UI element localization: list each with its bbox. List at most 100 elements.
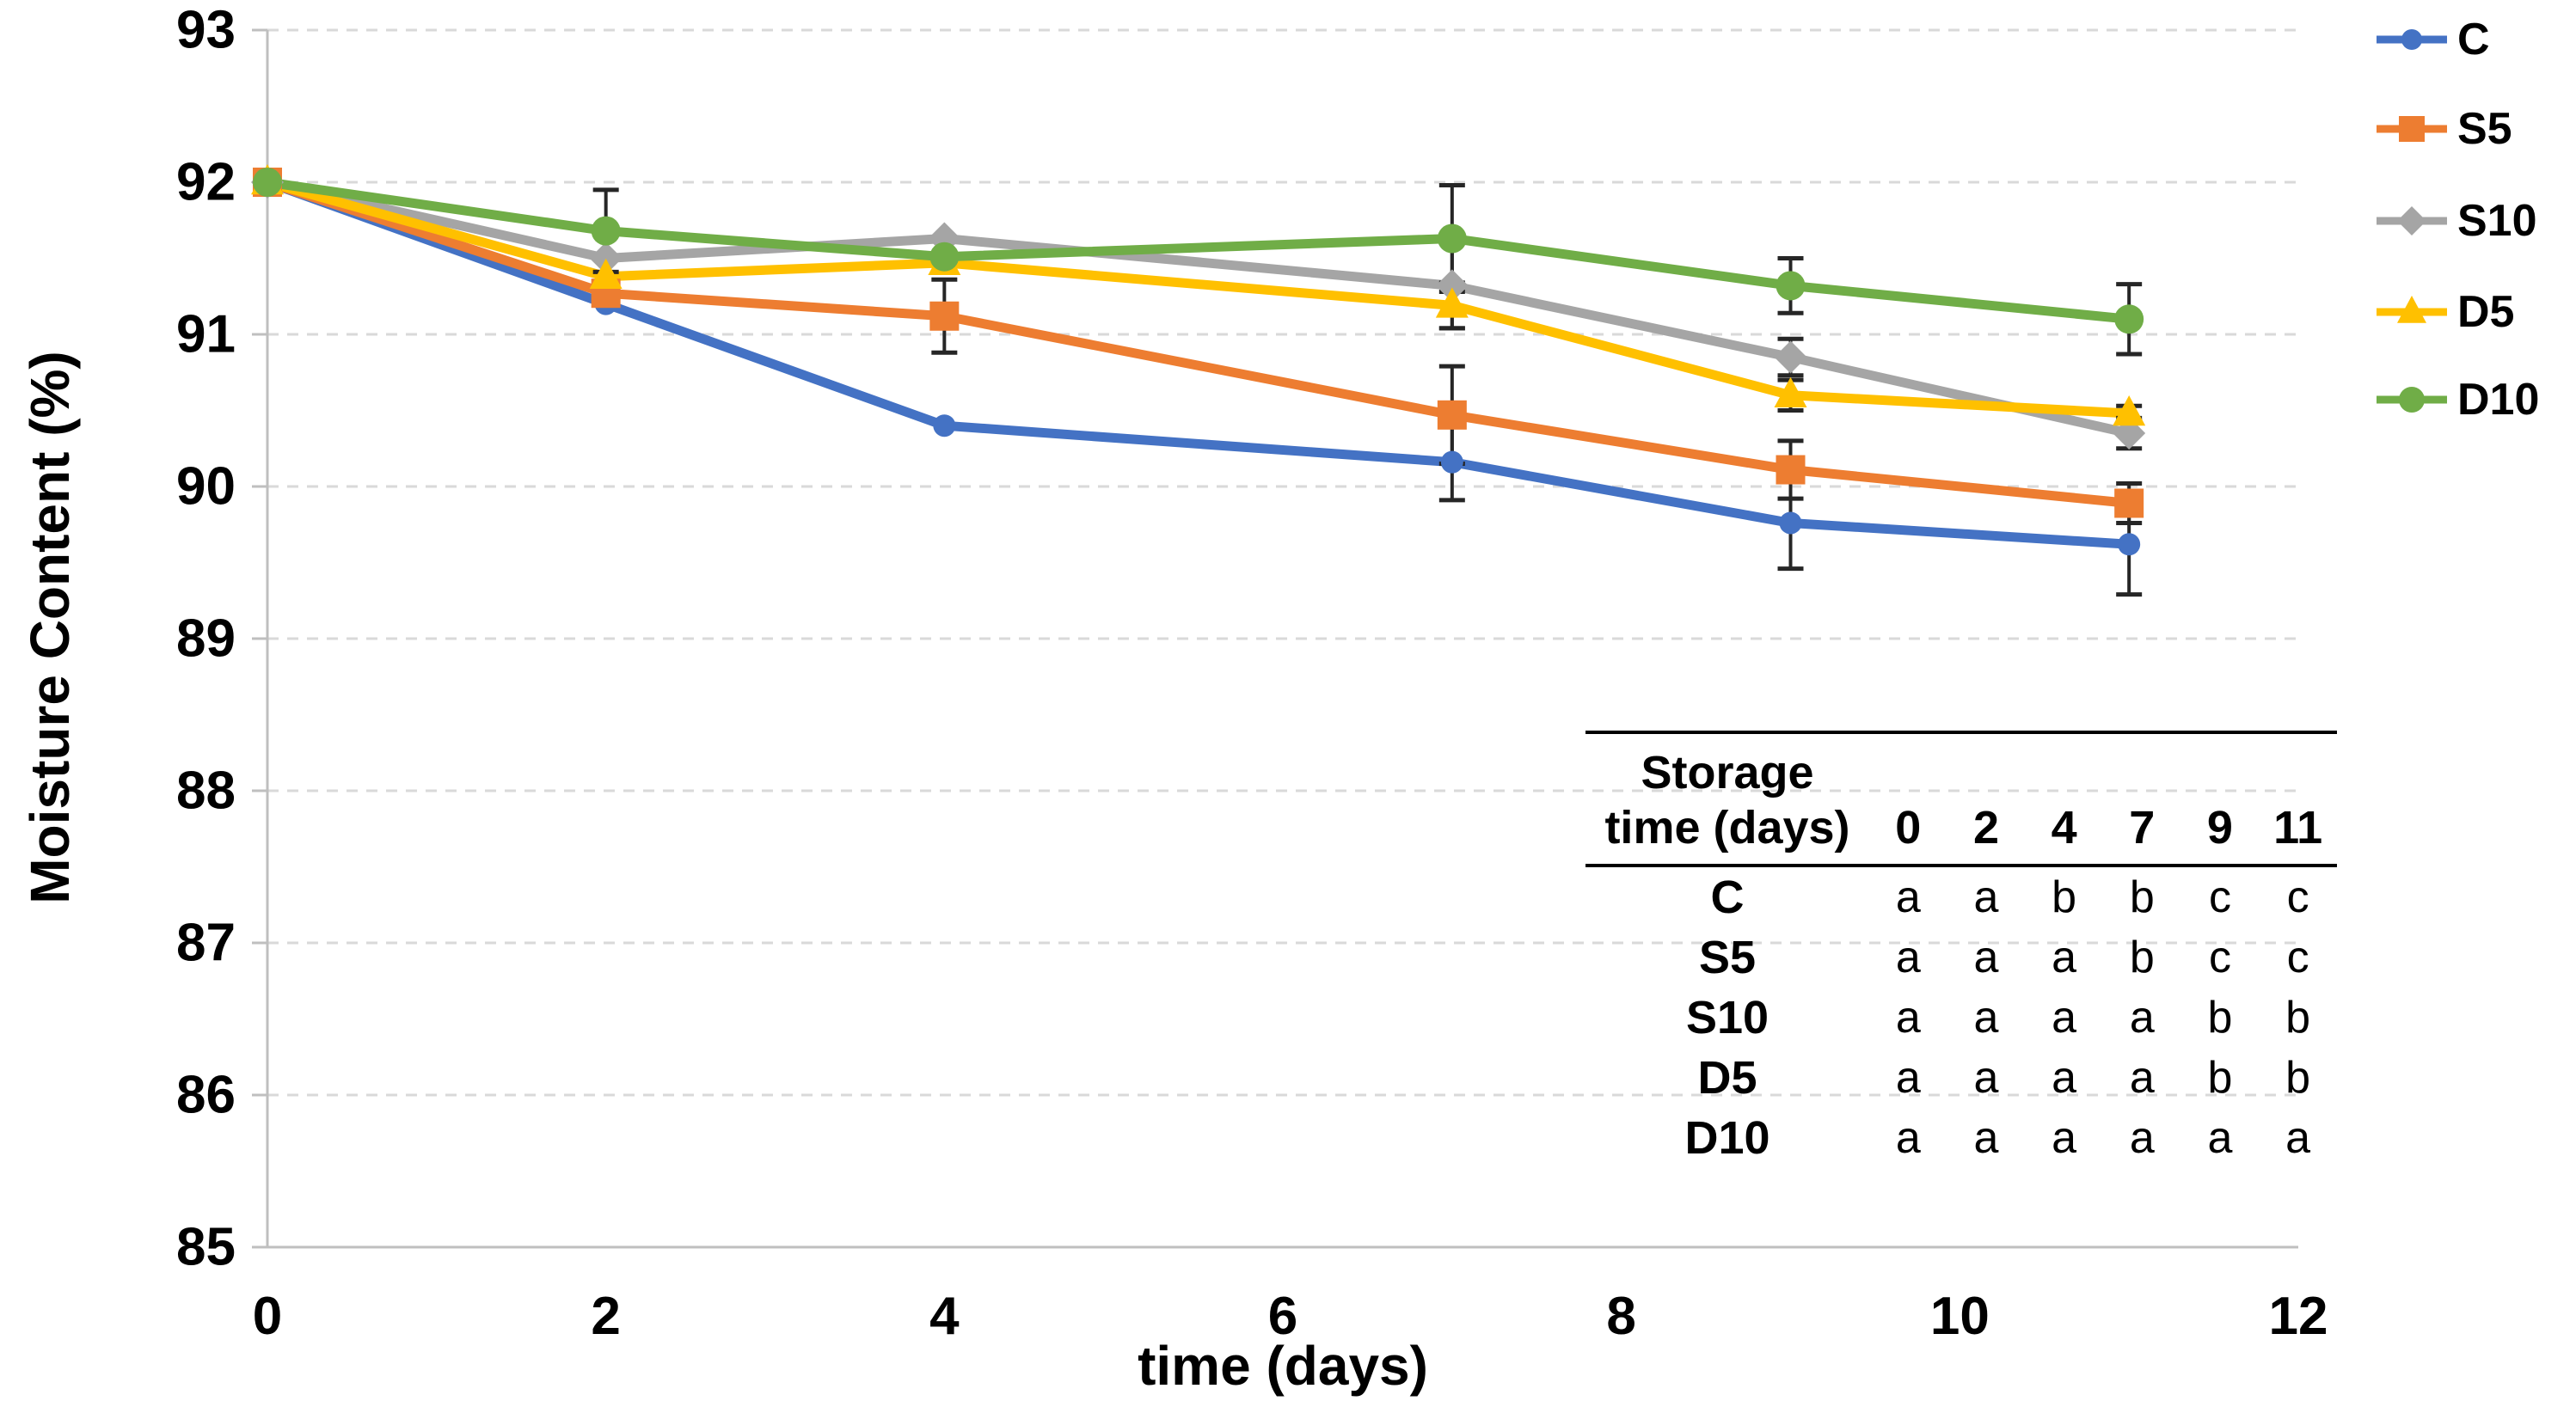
d10-legend-marker-icon [2377,387,2447,413]
sig-letter-D5-day0: a [1895,1053,1921,1104]
table-row-label: D5 [1697,1052,1757,1104]
legend-glyph-S5 [2399,116,2425,142]
x-tick-label-4: 4 [929,1287,960,1346]
sig-letter-D10-day9: a [2207,1113,2233,1164]
marker-D10-day0 [253,168,282,197]
markers-D10 [253,168,2144,334]
sig-letter-D5-day7: a [2129,1053,2155,1104]
sig-letter-C-day0: a [1895,872,1921,923]
table-header-storage-time: Storage time (days) [1585,732,1869,868]
table-col-header-11: 11 [2259,732,2337,868]
sig-letter-S5-day0: a [1895,933,1921,983]
table-row-D10: D10 a a a a a a [1585,1108,2337,1168]
y-tick-label-91: 91 [176,305,236,364]
table-col-header-2: 2 [1947,732,2026,868]
markers-S10 [251,166,2146,450]
table-row-label: S5 [1698,932,1757,984]
legend-item-D5: D5 [2375,284,2514,340]
s5-legend-marker-icon [2377,116,2447,142]
sig-letter-S5-day2: a [1973,933,1999,983]
legend: C S5 S10 D5 D10 [2375,0,2574,464]
line-S10 [262,177,2134,438]
marker-D10-day9 [1776,271,1806,301]
legend-item-S5: S5 [2375,101,2512,156]
sig-letter-S10-day4: a [2052,993,2077,1043]
marker-S5-day11 [2114,488,2144,518]
s10-legend-marker-icon [2377,206,2447,236]
sig-letter-S10-day2: a [1973,993,1999,1043]
sig-letter-C-day4: b [2052,872,2077,923]
marker-D5-day9 [1774,376,1807,408]
legend-item-S10: S10 [2375,193,2537,248]
marker-S5-day9 [1776,455,1806,485]
axes [252,28,2298,1249]
sig-letter-D10-day4: a [2052,1113,2077,1164]
sig-letter-D5-day4: a [2052,1053,2077,1104]
gridlines [267,28,2298,1097]
series-markers [251,164,2146,556]
sig-letter-D10-day11: a [2285,1113,2311,1164]
sig-letter-C-day7: b [2129,872,2155,923]
sig-letter-S10-day7: a [2129,993,2155,1043]
line-S5 [262,177,2134,508]
legend-glyph-S10 [2397,206,2426,236]
marker-C-day9 [1779,511,1802,535]
line-D10 [262,177,2134,324]
x-tick-label-8: 8 [1606,1287,1635,1346]
legend-label: C [2457,15,2490,64]
sig-letter-C-day9: c [2208,872,2231,923]
table-row-label: D10 [1684,1112,1770,1165]
sig-letter-S5-day7: b [2129,933,2155,983]
marker-D5-day11 [2113,395,2146,426]
d5-legend-marker-icon [2377,296,2447,323]
marker-D10-day11 [2114,304,2144,334]
table-col-header-9: 9 [2180,732,2260,868]
sig-letter-S5-day11: c [2286,933,2309,983]
sig-letter-D10-day7: a [2129,1113,2155,1164]
legend-label: S5 [2457,104,2512,154]
line-D5 [262,177,2134,419]
marker-S10-day9 [1774,340,1807,374]
legend-glyph-D10 [2399,387,2425,413]
marker-D5-day7 [1435,287,1469,318]
c-legend-marker-icon [2377,29,2447,50]
x-tick-label-12: 12 [2269,1287,2328,1346]
marker-D10-day7 [1437,223,1467,254]
legend-item-D10: D10 [2375,372,2539,427]
y-tick-label-85: 85 [176,1218,236,1277]
legend-label: D10 [2457,375,2540,425]
y-tick-label-86: 86 [176,1066,236,1125]
marker-S10-day7 [1435,269,1469,303]
legend-glyph-D5 [2397,296,2426,323]
legend-label: S10 [2457,196,2537,246]
table-col-header-4: 4 [2025,732,2103,868]
table-col-header-0: 0 [1869,732,1947,868]
x-axis-title: time (days) [1138,1335,1428,1397]
y-tick-label-93: 93 [176,1,236,60]
line-C [262,177,2134,549]
legend-item-C: C [2375,12,2490,67]
x-tick-label-0: 0 [253,1287,282,1346]
sig-letter-D5-day11: b [2285,1053,2311,1104]
sig-letter-S10-day11: b [2285,993,2311,1043]
marker-S5-day7 [1437,400,1467,430]
sig-letter-D5-day2: a [1973,1053,1999,1104]
table-row-label: S10 [1685,992,1769,1044]
table-row-label: C [1710,872,1745,924]
marker-C-day7 [1440,450,1463,474]
table-row-S10: S10 a a a a b b [1585,988,2337,1048]
sig-letter-C-day2: a [1973,872,1999,923]
x-tick-label-2: 2 [591,1287,620,1346]
y-tick-label-89: 89 [176,609,236,669]
y-tick-label-88: 88 [176,762,236,821]
sig-letter-S5-day9: c [2208,933,2231,983]
sig-letter-S5-day4: a [2052,933,2077,983]
sig-letter-S10-day9: b [2207,993,2233,1043]
marker-D10-day4 [929,242,960,272]
x-tick-label-10: 10 [1930,1287,1990,1346]
